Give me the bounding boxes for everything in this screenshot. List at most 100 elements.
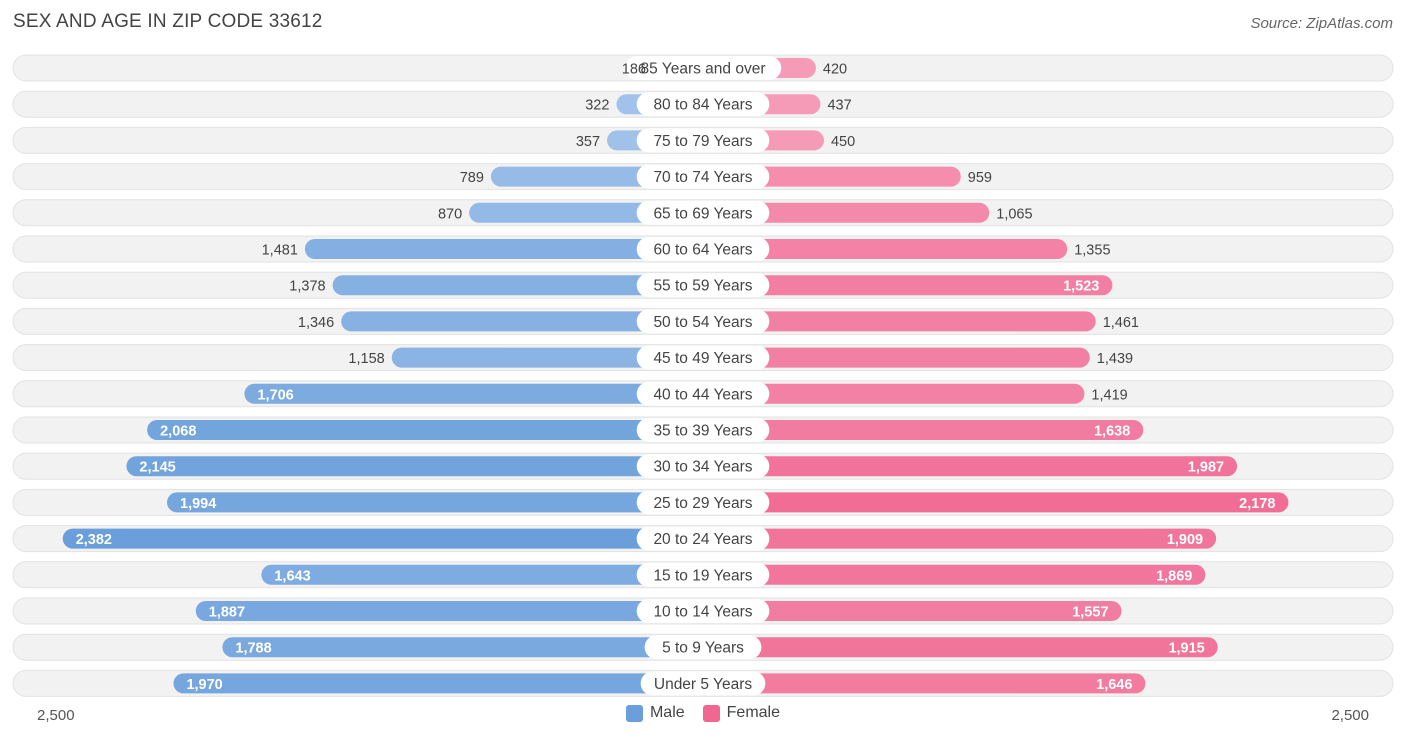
value-label-female: 1,915 <box>1168 641 1204 657</box>
value-label-female: 450 <box>831 134 855 150</box>
value-label-male: 1,158 <box>348 351 384 367</box>
bar-female <box>703 420 1144 440</box>
bar-female <box>703 275 1113 296</box>
legend-item-male[interactable]: Male <box>625 704 685 722</box>
category-label-bg <box>640 671 766 696</box>
bar-male <box>261 564 703 585</box>
category-label: 40 to 44 Years <box>653 386 752 403</box>
bar-female <box>703 637 1218 658</box>
legend-swatch-male <box>625 704 643 722</box>
category-label-bg <box>636 128 770 153</box>
category-label: 35 to 39 Years <box>653 423 752 440</box>
value-label-male: 2,068 <box>160 424 196 440</box>
value-label-female: 1,646 <box>1096 677 1132 693</box>
bar-male <box>167 492 703 513</box>
value-label-male: 1,346 <box>298 315 334 331</box>
bar-male <box>173 673 704 694</box>
axis-tick-left: 2,500 <box>37 707 75 724</box>
category-label-bg <box>636 237 770 261</box>
bar-male <box>147 420 704 440</box>
category-label-bg <box>636 562 770 587</box>
value-label-female: 1,869 <box>1156 568 1192 584</box>
bar-male <box>222 637 703 658</box>
bar-male <box>332 275 703 296</box>
value-label-male: 789 <box>460 170 484 186</box>
value-label-female: 1,909 <box>1167 532 1203 548</box>
bar-female <box>703 202 990 223</box>
category-label-bg <box>636 273 770 298</box>
source-credit: Source: ZipAtlas.com <box>1250 15 1393 32</box>
value-label-male: 1,643 <box>274 568 310 584</box>
category-label-bg <box>636 345 770 370</box>
chart-title: SEX AND AGE IN ZIP CODE 33612 <box>13 11 323 32</box>
category-label-bg <box>636 526 770 551</box>
category-label-bg <box>636 599 770 623</box>
value-label-male: 1,994 <box>180 496 216 512</box>
value-label-female: 2,178 <box>1239 496 1275 512</box>
value-label-female: 959 <box>968 170 992 186</box>
category-label-bg <box>636 454 770 479</box>
bar-female <box>703 492 1289 513</box>
value-label-female: 420 <box>823 62 847 78</box>
category-label: 30 to 34 Years <box>653 459 752 476</box>
value-label-male: 1,706 <box>257 387 293 403</box>
category-label: 50 to 54 Years <box>653 314 752 331</box>
category-label-bg <box>636 309 770 334</box>
value-label-female: 1,419 <box>1091 387 1127 403</box>
value-label-female: 437 <box>827 98 851 114</box>
category-label-bg <box>636 490 770 515</box>
value-label-male: 870 <box>438 206 462 222</box>
category-label-bg <box>636 164 770 189</box>
value-label-female: 1,461 <box>1103 315 1139 331</box>
bar-male <box>126 456 703 477</box>
bar-female <box>703 564 1206 585</box>
bar-male <box>62 528 704 549</box>
bar-male <box>304 239 703 259</box>
value-label-male: 1,788 <box>235 641 271 657</box>
axis-tick-right: 2,500 <box>1331 707 1369 724</box>
value-label-female: 1,355 <box>1074 243 1110 259</box>
bar-male <box>244 383 704 404</box>
value-label-male: 2,382 <box>76 532 112 548</box>
category-label: 15 to 19 Years <box>653 567 752 584</box>
bar-male <box>391 347 703 368</box>
category-label: 75 to 79 Years <box>653 133 752 150</box>
value-label-male: 2,145 <box>139 460 175 476</box>
legend-item-female[interactable]: Female <box>702 704 781 722</box>
category-label-bg <box>644 635 762 660</box>
value-label-male: 357 <box>576 134 600 150</box>
bar-male <box>341 311 703 332</box>
bar-female <box>703 456 1238 477</box>
category-label: 20 to 24 Years <box>653 531 752 548</box>
category-label: 60 to 64 Years <box>653 242 752 259</box>
bar-male <box>195 601 703 621</box>
value-label-female: 1,557 <box>1072 605 1108 621</box>
value-label-male: 1,970 <box>186 677 222 693</box>
category-label: 85 Years and over <box>641 61 766 78</box>
category-label-bg <box>636 92 770 117</box>
category-label-bg <box>636 200 770 225</box>
legend-swatch-female <box>702 704 720 722</box>
category-label: 10 to 14 Years <box>653 604 752 621</box>
category-label: 45 to 49 Years <box>653 350 752 367</box>
bar-female <box>703 347 1090 368</box>
category-label: 80 to 84 Years <box>653 97 752 114</box>
bar-female <box>703 239 1068 259</box>
chart-legend: Male Female <box>0 704 1406 722</box>
value-label-male: 322 <box>585 98 609 114</box>
value-label-male: 1,378 <box>289 279 325 295</box>
category-label: 25 to 29 Years <box>653 495 752 512</box>
value-label-male: 1,887 <box>209 605 245 621</box>
value-label-female: 1,065 <box>996 206 1032 222</box>
value-label-female: 1,439 <box>1097 351 1133 367</box>
category-label: 65 to 69 Years <box>653 205 752 222</box>
category-label: 70 to 74 Years <box>653 169 752 186</box>
legend-label-female: Female <box>726 704 781 721</box>
category-label: 5 to 9 Years <box>662 640 744 657</box>
bar-female <box>703 311 1096 332</box>
category-label: 55 to 59 Years <box>653 278 752 295</box>
legend-label-male: Male <box>649 704 685 721</box>
value-label-male: 186 <box>622 62 646 78</box>
value-label-female: 1,987 <box>1188 460 1224 476</box>
category-label-bg <box>636 418 770 442</box>
